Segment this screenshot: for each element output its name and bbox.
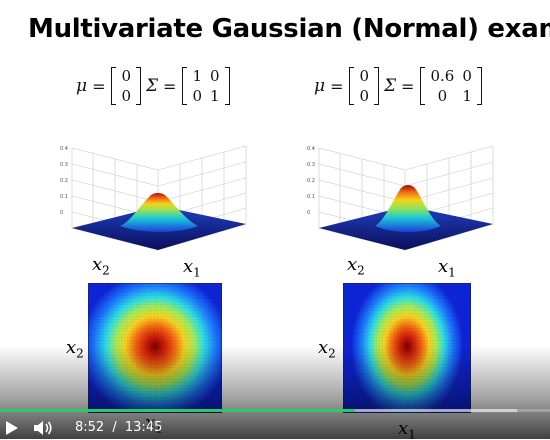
matrix-cell: 0 bbox=[192, 87, 202, 105]
mu-vector: 0 0 bbox=[349, 66, 379, 106]
gaussian-peak bbox=[120, 193, 198, 232]
x1-axis-label: x1 bbox=[438, 256, 456, 280]
mu-symbol: μ bbox=[76, 76, 88, 96]
sigma-symbol: Σ bbox=[146, 76, 159, 96]
matrix-cell: 0 bbox=[359, 87, 370, 105]
play-icon bbox=[6, 421, 18, 435]
volume-button[interactable] bbox=[33, 420, 53, 436]
current-time: 8:52 bbox=[75, 420, 105, 435]
matrix-cell: 1 bbox=[192, 67, 202, 85]
x1-axis-label: x1 bbox=[183, 256, 201, 280]
time-display: 8:52 / 13:45 bbox=[75, 420, 166, 435]
matrix-cell: 0.6 bbox=[430, 67, 455, 85]
z-tick-label: 0.1 bbox=[60, 194, 68, 200]
progress-played bbox=[0, 409, 355, 412]
gaussian-peak bbox=[375, 185, 441, 232]
mu-symbol: μ bbox=[314, 76, 326, 96]
matrix-cell: 0 bbox=[359, 67, 370, 85]
matrix-cell: 0 bbox=[121, 87, 132, 105]
time-separator: / bbox=[112, 420, 117, 435]
matrix-cell: 1 bbox=[462, 87, 472, 105]
duration: 13:45 bbox=[124, 420, 163, 435]
surface-plot-right: 0.4 0.3 0.2 0.1 0 bbox=[307, 145, 494, 251]
equals-sign: = bbox=[163, 76, 177, 96]
equals-sign: = bbox=[330, 76, 344, 96]
play-button[interactable] bbox=[4, 420, 20, 436]
z-tick-label: 0.1 bbox=[307, 194, 315, 200]
z-tick-label: 0.4 bbox=[307, 146, 315, 152]
z-tick-label: 0.3 bbox=[307, 162, 315, 168]
matrix-cell: 0 bbox=[462, 67, 472, 85]
slide-title: Multivariate Gaussian (Normal) exampl bbox=[28, 14, 550, 44]
progress-bar[interactable] bbox=[0, 409, 550, 412]
matrix-cell: 0 bbox=[210, 67, 220, 85]
volume-icon bbox=[34, 421, 52, 435]
sigma-symbol: Σ bbox=[384, 76, 397, 96]
x2-axis-label: x2 bbox=[347, 254, 365, 278]
z-tick-label: 0 bbox=[307, 210, 310, 216]
z-tick-label: 0.4 bbox=[60, 146, 68, 152]
mu-vector: 0 0 bbox=[111, 66, 141, 106]
z-tick-label: 0.2 bbox=[307, 178, 315, 184]
matrix-cell: 0 bbox=[121, 67, 132, 85]
z-tick-label: 0.2 bbox=[60, 178, 68, 184]
equals-sign: = bbox=[401, 76, 415, 96]
x2-axis-label: x2 bbox=[92, 254, 110, 278]
matrix-cell: 0 bbox=[437, 87, 448, 105]
z-axis-ticks: 0.4 0.3 0.2 0.1 0 bbox=[307, 146, 315, 216]
surface-plot-left: 0.4 0.3 0.2 0.1 0 bbox=[60, 145, 247, 251]
matrix-cell: 1 bbox=[210, 87, 220, 105]
z-axis-ticks: 0.4 0.3 0.2 0.1 0 bbox=[60, 146, 68, 216]
player-controls-shade bbox=[0, 345, 550, 439]
z-tick-label: 0.3 bbox=[60, 162, 68, 168]
equals-sign: = bbox=[92, 76, 106, 96]
z-tick-label: 0 bbox=[60, 210, 63, 216]
